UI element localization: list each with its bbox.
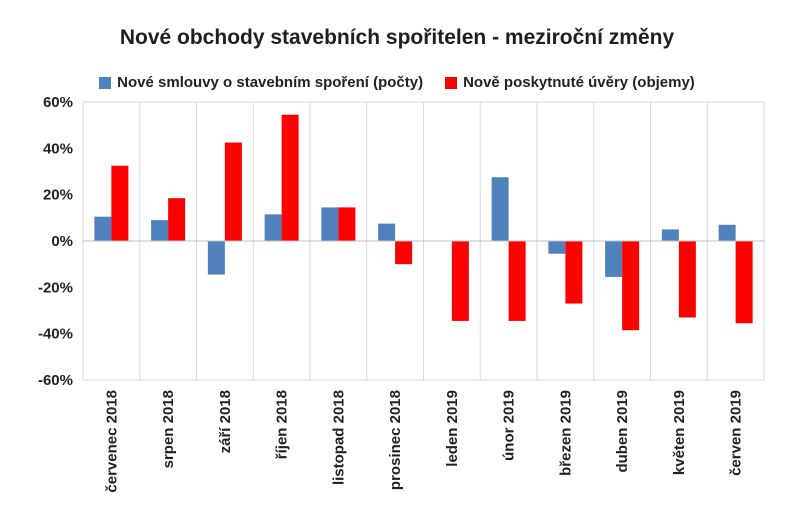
bar-smlouvy [94,216,112,241]
x-tick-label: prosinec 2018 [387,390,404,490]
legend-label-series-1: Nové smlouvy o stavebním spoření (počty) [117,74,424,91]
bar-uvery [338,207,356,241]
x-tick-label: září 2018 [217,390,234,453]
legend-label-series-2: Nově poskytnuté úvěry (objemy) [463,74,695,91]
x-tick-label: říjen 2018 [274,390,291,459]
bar-uvery [565,241,583,304]
bar-smlouvy [661,229,679,241]
legend-item-series-1: Nové smlouvy o stavebním spoření (počty) [99,74,423,91]
y-tick-label: -40% [38,326,73,343]
bar-uvery [451,241,469,321]
x-tick-label: květen 2019 [671,390,688,475]
x-tick-label: listopad 2018 [330,390,347,485]
bar-smlouvy [151,220,169,241]
x-tick-label: leden 2019 [444,390,461,467]
bar-smlouvy [207,241,225,275]
y-tick-label: 60% [43,94,73,111]
bar-smlouvy [264,214,282,241]
chart-title: Nové obchody stavebních spořitelen - mez… [119,26,675,49]
legend-item-series-2: Nově poskytnuté úvěry (objemy) [445,74,695,91]
bar-smlouvy [321,207,339,241]
bar-smlouvy [718,224,736,241]
bar-uvery [395,241,413,265]
bar-uvery [678,241,696,318]
y-tick-label: 0% [51,233,73,250]
y-tick-label: 20% [43,187,73,204]
bar-uvery [111,165,129,241]
x-tick-label: červenec 2018 [103,390,120,493]
bar-smlouvy [491,177,509,241]
x-tick-label: únor 2019 [501,390,518,461]
x-tick-label: březen 2019 [557,390,574,476]
legend-swatch-series-2 [445,76,458,89]
legend-swatch-series-1 [99,76,112,89]
y-tick-label: 40% [43,140,73,157]
bar-uvery [735,241,753,324]
y-tick-label: -20% [38,279,73,296]
x-tick-label: srpen 2018 [160,390,177,468]
y-tick-label: -60% [38,372,73,389]
bar-uvery [281,114,299,241]
bar-smlouvy [548,241,566,254]
bar-smlouvy [605,241,623,277]
bar-uvery [224,142,242,241]
bar-uvery [168,198,186,241]
bar-uvery [508,241,526,321]
bar-smlouvy [378,223,396,241]
legend: Nové smlouvy o stavebním spoření (počty)… [0,74,794,91]
bar-uvery [622,241,640,331]
x-tick-label: duben 2019 [614,390,631,473]
x-tick-label: červen 2019 [728,390,745,476]
